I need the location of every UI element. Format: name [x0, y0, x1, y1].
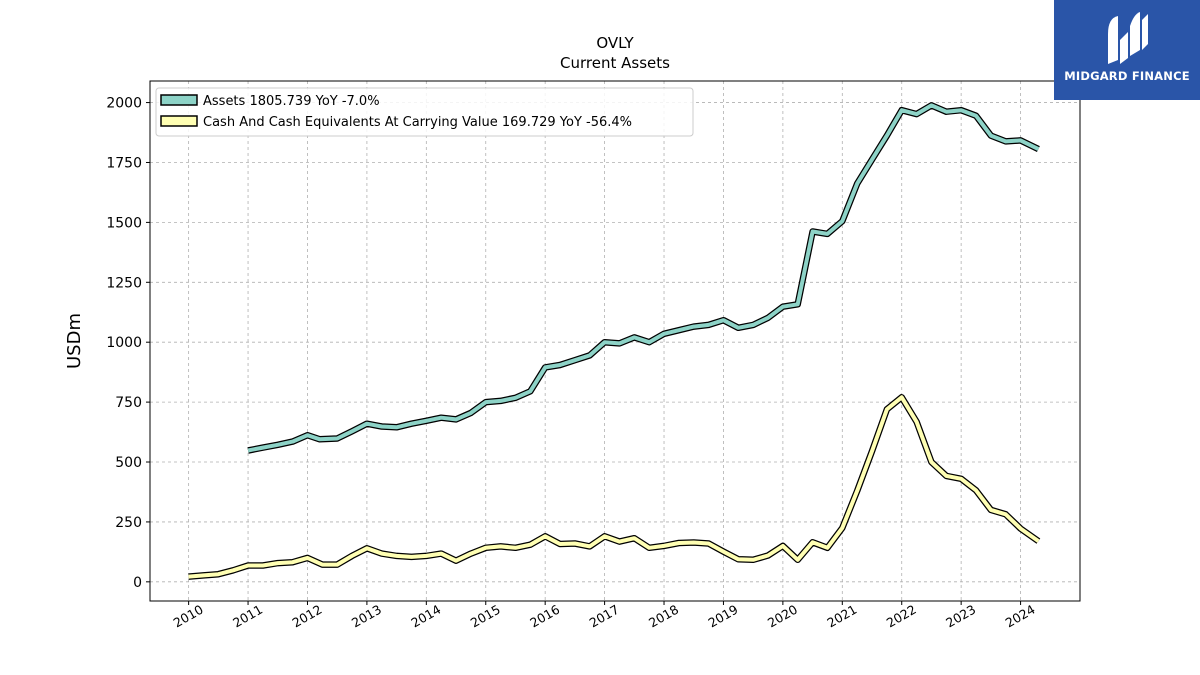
x-tick-label: 2022 — [884, 602, 919, 631]
series-outline-1 — [247, 102, 1040, 454]
x-tick-label: 2021 — [824, 602, 859, 631]
x-tick-label: 2013 — [349, 602, 384, 631]
brand-mark-icon — [1108, 12, 1148, 64]
chart-title: OVLY — [596, 34, 634, 52]
x-tick-label: 2020 — [765, 602, 800, 631]
y-tick-label: 1750 — [106, 155, 142, 171]
series-line-1 — [247, 103, 1040, 453]
y-tick-label: 0 — [133, 575, 142, 591]
y-tick-label: 2000 — [106, 96, 142, 112]
y-tick-label: 250 — [115, 515, 142, 531]
y-tick-label: 1500 — [106, 215, 142, 231]
plot-frame — [149, 80, 1081, 602]
legend-swatch-2 — [160, 115, 198, 127]
x-tick-label: 2023 — [943, 602, 978, 631]
y-tick-label: 750 — [115, 395, 142, 411]
x-tick-label: 2018 — [646, 602, 681, 631]
chart-subtitle: Current Assets — [560, 54, 670, 72]
x-tick-label: 2016 — [527, 602, 562, 631]
x-tick-label: 2012 — [290, 602, 325, 631]
x-tick-label: 2017 — [587, 602, 622, 631]
brand-name: MIDGARD FINANCE — [1064, 69, 1190, 83]
legend-swatch-1 — [160, 94, 198, 106]
y-tick-label: 1250 — [106, 275, 142, 291]
x-tick-label: 2010 — [171, 602, 206, 631]
brand-logo: MIDGARD FINANCE — [1054, 0, 1200, 100]
legend-label-2: Cash And Cash Equivalents At Carrying Va… — [203, 115, 632, 130]
x-tick-label: 2019 — [705, 602, 740, 631]
x-tick-label: 2011 — [230, 602, 265, 631]
series-outline-2 — [188, 394, 1041, 580]
y-axis-label: USDm — [64, 313, 85, 369]
x-tick-label: 2024 — [1003, 602, 1038, 631]
y-tick-label: 500 — [115, 455, 142, 471]
legend-label-1: Assets 1805.739 YoY -7.0% — [203, 94, 380, 109]
series-line-2 — [188, 395, 1040, 579]
legend-box — [155, 87, 694, 137]
x-tick-label: 2014 — [408, 602, 443, 631]
y-tick-label: 1000 — [106, 335, 142, 351]
x-tick-label: 2015 — [468, 602, 503, 631]
